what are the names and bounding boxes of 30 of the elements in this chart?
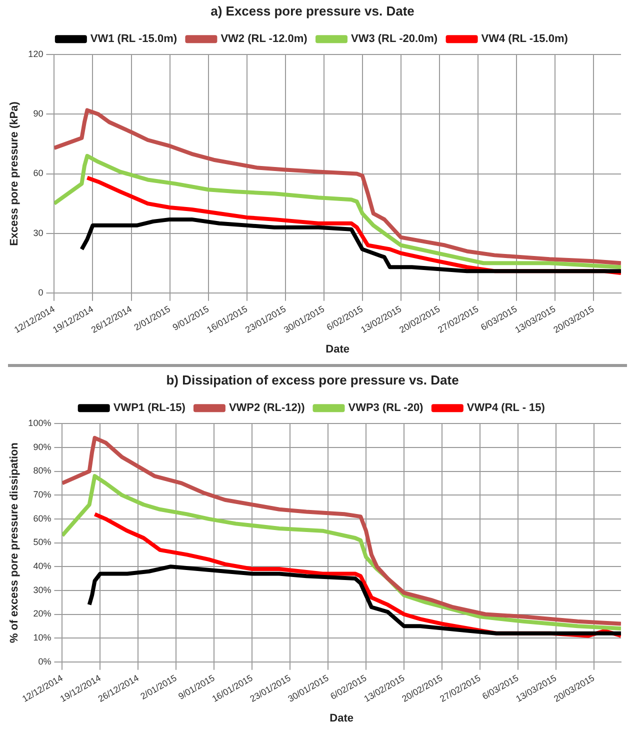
y-tick-label: 80% bbox=[33, 466, 52, 476]
y-tick-label: 40% bbox=[33, 561, 52, 572]
y-tick-label: 120 bbox=[28, 49, 44, 60]
x-axis-title: Date bbox=[326, 343, 350, 356]
y-tick-label: 60 bbox=[33, 168, 44, 178]
y-tick-label: 100% bbox=[28, 418, 52, 428]
y-tick-label: 60% bbox=[33, 513, 52, 524]
legend-label: VWP1 (RL-15) bbox=[113, 402, 186, 414]
legend-label: VW2 (RL -12.0m) bbox=[220, 33, 308, 46]
y-tick-label: 30% bbox=[33, 584, 52, 595]
y-tick-label: 0 bbox=[38, 287, 44, 298]
chart-title: a) Excess pore pressure vs. Date bbox=[210, 3, 414, 18]
legend-label: VW4 (RL -15.0m) bbox=[481, 33, 568, 46]
legend-label: VWP4 (RL - 15) bbox=[466, 402, 546, 414]
y-tick-label: 50% bbox=[33, 537, 52, 548]
y-tick-label: 0% bbox=[38, 656, 52, 666]
y-tick-label: 90% bbox=[33, 442, 52, 452]
y-tick-label: 70% bbox=[33, 490, 52, 500]
x-axis-title: Date bbox=[330, 712, 354, 724]
legend-label: VW1 (RL -15.0m) bbox=[90, 33, 178, 46]
legend-label: VWP3 (RL -20) bbox=[348, 402, 424, 414]
legend-label: VWP2 (RL-12)) bbox=[228, 402, 306, 414]
chart-title: b) Dissipation of excess pore pressure vs. Date bbox=[166, 372, 459, 388]
y-tick-label: 20% bbox=[33, 608, 52, 619]
y-axis-title: % of excess pore pressure dissipation bbox=[8, 442, 21, 644]
legend-label: VW3 (RL -20.0m) bbox=[351, 33, 438, 46]
y-tick-label: 30 bbox=[33, 228, 44, 238]
y-tick-label: 10% bbox=[33, 632, 52, 643]
y-tick-label: 90 bbox=[33, 108, 44, 119]
y-axis-title: Excess pore pressure (kPa) bbox=[8, 101, 21, 246]
